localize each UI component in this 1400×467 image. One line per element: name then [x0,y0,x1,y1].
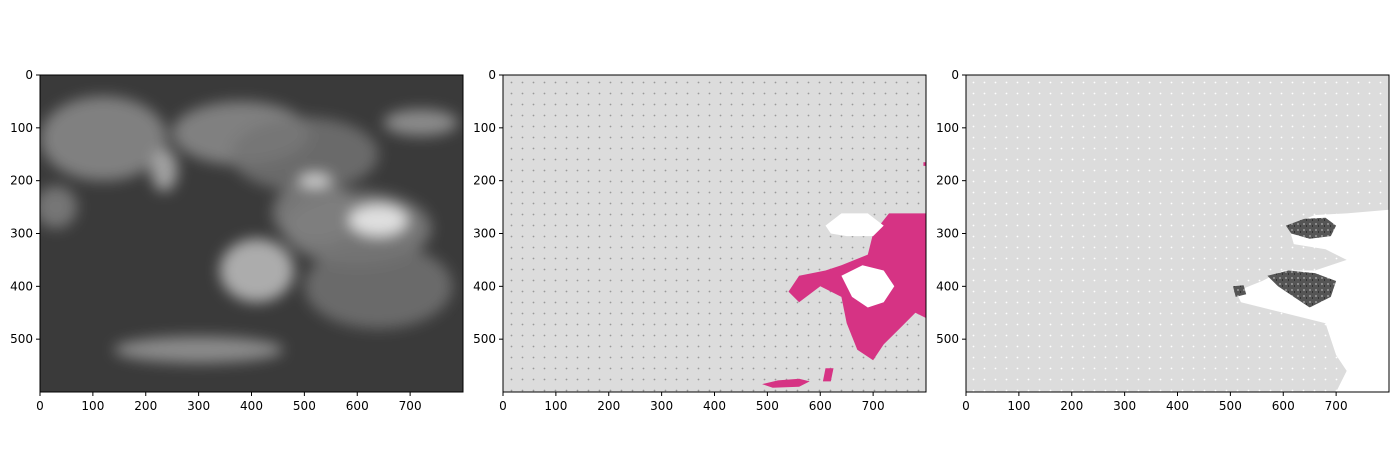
cloud-mass-11 [114,336,284,363]
y-tick-label: 0 [25,68,33,82]
x-tick-label: 700 [1325,399,1348,413]
y-tick-label: 500 [936,332,959,346]
y-tick-label: 400 [936,279,959,293]
cloud-mass-8 [349,204,408,237]
plot-area [503,75,926,392]
x-tick-label: 500 [756,399,779,413]
cloud-mass-5 [383,109,458,136]
cloud-mass-4 [230,117,379,192]
x-tick-label: 600 [809,399,832,413]
panel-error-mask: 0 100 200 300 400 500 600 700 0 100 200 300 400 500 [936,68,1390,413]
x-tick-label: 400 [240,399,263,413]
y-tick-label: 300 [10,227,33,241]
x-tick-label: 300 [187,399,210,413]
region-highlight-3 [762,378,810,388]
cloud-mass-10 [304,244,453,329]
panel-satellite-image: 0 100 200 300 400 500 600 700 0 100 200 300 400 500 [10,68,464,413]
y-tick-label: 100 [473,121,496,135]
plot-area [966,75,1389,392]
x-tick-label: 200 [597,399,620,413]
x-tick-label: 700 [399,399,422,413]
x-tick-label: 500 [293,399,316,413]
x-tick-label: 0 [499,399,507,413]
y-tick-label: 500 [473,332,496,346]
cloud-mass-2 [40,185,78,229]
region-mixed-2 [1267,270,1337,308]
region-bright-1 [825,213,884,237]
cloud-layer [40,96,458,363]
x-tick-label: 200 [1060,399,1083,413]
x-tick-label: 0 [962,399,970,413]
x-tick-label: 200 [134,399,157,413]
y-tick-label: 400 [473,279,496,293]
x-tick-label: 0 [36,399,44,413]
region-mixed-1 [1285,217,1337,239]
x-tick-label: 600 [1272,399,1295,413]
x-tick-label: 100 [1007,399,1030,413]
region-bright-2 [841,265,895,308]
y-tick-label: 100 [936,121,959,135]
x-tick-label: 100 [81,399,104,413]
region-highlight-5 [923,162,926,166]
x-tick-label: 600 [346,399,369,413]
region-highlight-4 [822,368,834,382]
x-tick-label: 700 [862,399,885,413]
y-tick-label: 200 [936,174,959,188]
cloud-mass-12 [299,174,331,188]
cloud-mass-1 [151,148,178,192]
y-tick-label: 200 [473,174,496,188]
y-tick-label: 200 [10,174,33,188]
y-tick-label: 400 [10,279,33,293]
cloud-mass-0 [40,96,167,181]
y-tick-label: 500 [10,332,33,346]
cloud-mass-9 [219,238,294,303]
region-mixed-3 [1233,285,1247,297]
x-tick-label: 300 [650,399,673,413]
y-tick-label: 300 [936,227,959,241]
x-tick-label: 400 [703,399,726,413]
panel-classification-mask: 0 100 200 300 400 500 600 700 0 100 200 300 400 500 [473,68,927,413]
y-tick-label: 300 [473,227,496,241]
x-tick-label: 100 [544,399,567,413]
y-tick-label: 0 [488,68,496,82]
x-tick-label: 300 [1113,399,1136,413]
x-tick-label: 400 [1166,399,1189,413]
y-tick-label: 0 [951,68,959,82]
x-tick-label: 500 [1219,399,1242,413]
plot-area [40,75,463,392]
y-tick-label: 100 [10,121,33,135]
